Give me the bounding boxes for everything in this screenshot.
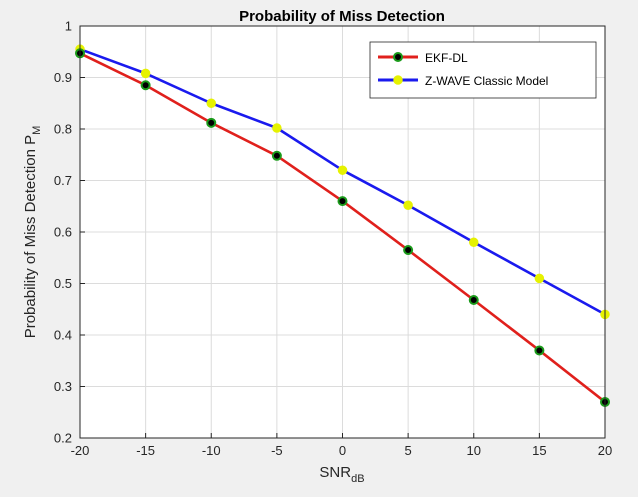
x-tick-label: 10: [467, 443, 481, 458]
data-point-ekf-dl: [337, 196, 348, 207]
legend: EKF-DL Z-WAVE Classic Model: [369, 41, 597, 99]
data-point-ekf-dl: [140, 80, 151, 91]
data-point-ekf-dl: [206, 117, 217, 128]
y-tick-label: 0.4: [54, 328, 72, 343]
series-layer: [75, 44, 610, 407]
y-tick-label: 1: [65, 19, 72, 34]
data-point-z-wave-classic-model: [469, 237, 479, 248]
y-tick-label: 0.6: [54, 225, 72, 240]
axis-ticks: -20 -15 -10 -5 0 5 10 15 20 0.2 0.3 0.4 0.5 0.6 0.7 0.8…: [54, 19, 612, 459]
legend-label-z-wave: Z-WAVE Classic Model: [425, 74, 548, 88]
legend-label-ekf-dl: EKF-DL: [425, 51, 468, 65]
data-point-z-wave-classic-model: [206, 98, 216, 108]
legend-marker-z-wave: [393, 75, 403, 85]
x-tick-label: 15: [532, 443, 546, 458]
y-tick-label: 0.8: [54, 122, 72, 137]
y-tick-label: 0.3: [54, 379, 72, 394]
data-point-ekf-dl: [403, 245, 414, 256]
y-tick-label: 0.2: [54, 431, 72, 446]
x-axis-label-main: SNR: [319, 464, 351, 481]
y-tick-label: 0.9: [54, 70, 72, 85]
legend-marker-ekf-dl: [393, 52, 403, 62]
x-tick-label: -15: [136, 443, 155, 458]
x-tick-label: 20: [598, 443, 612, 458]
x-tick-label: 0: [339, 443, 346, 458]
data-point-z-wave-classic-model: [140, 68, 151, 79]
data-point-z-wave-classic-model: [272, 123, 282, 133]
y-tick-label: 0.5: [54, 276, 72, 291]
data-point-ekf-dl: [271, 150, 282, 161]
x-tick-label: 5: [405, 443, 412, 458]
y-axis-label-main: Probability of Miss Detection P: [22, 135, 39, 338]
data-point-z-wave-classic-model: [337, 165, 348, 175]
y-axis-label: Probability of Miss Detection PM: [22, 126, 43, 339]
x-tick-label: -20: [71, 443, 90, 458]
x-axis-label-subscript: dB: [351, 473, 364, 485]
data-point-z-wave-classic-model: [534, 273, 545, 284]
x-tick-label: -10: [202, 443, 221, 458]
data-point-ekf-dl: [534, 345, 545, 356]
data-point-ekf-dl: [468, 294, 479, 305]
x-axis-label: SNRdB: [319, 464, 364, 485]
chart-title: Probability of Miss Detection: [239, 8, 445, 25]
y-tick-label: 0.7: [54, 173, 72, 188]
y-axis-label-subscript: M: [31, 126, 43, 135]
x-tick-label: -5: [271, 443, 283, 458]
legend-box: [369, 41, 597, 99]
data-point-z-wave-classic-model: [403, 200, 413, 210]
